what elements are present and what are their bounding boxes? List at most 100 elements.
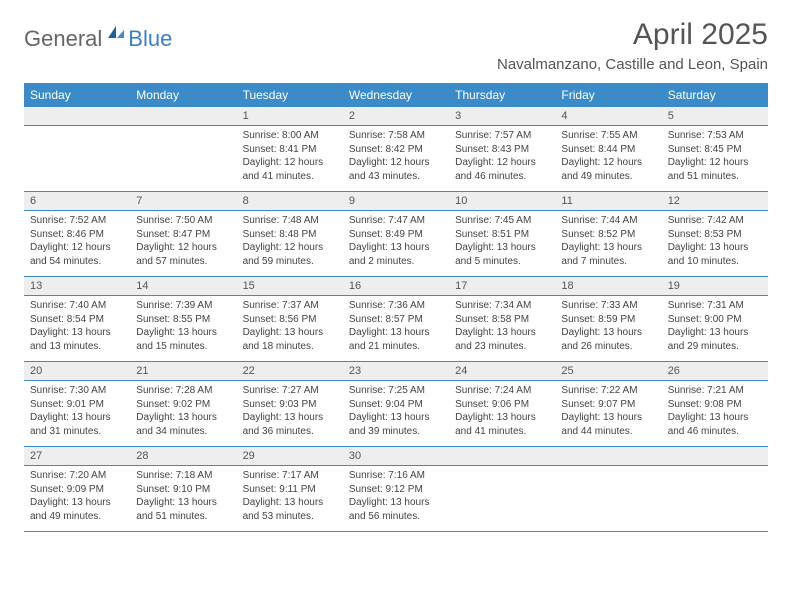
daylight-text: and 29 minutes. bbox=[668, 340, 762, 354]
sunrise-text: Sunrise: 7:17 AM bbox=[243, 469, 337, 483]
day-cell: Sunrise: 7:30 AMSunset: 9:01 PMDaylight:… bbox=[24, 381, 130, 447]
daylight-text: Daylight: 13 hours bbox=[136, 496, 230, 510]
sunrise-text: Sunrise: 7:21 AM bbox=[668, 384, 762, 398]
day-content: Sunrise: 7:27 AMSunset: 9:03 PMDaylight:… bbox=[237, 381, 343, 446]
day-cell: Sunrise: 7:27 AMSunset: 9:03 PMDaylight:… bbox=[237, 381, 343, 447]
sunset-text: Sunset: 9:10 PM bbox=[136, 483, 230, 497]
daylight-text: Daylight: 12 hours bbox=[243, 241, 337, 255]
day-cell: Sunrise: 7:20 AMSunset: 9:09 PMDaylight:… bbox=[24, 466, 130, 532]
sunrise-text: Sunrise: 7:27 AM bbox=[243, 384, 337, 398]
day-number-cell: 20 bbox=[24, 362, 130, 381]
day-number bbox=[662, 447, 768, 465]
day-number: 1 bbox=[237, 107, 343, 125]
weekday-header: Wednesday bbox=[343, 83, 449, 107]
day-content bbox=[449, 466, 555, 522]
day-cell: Sunrise: 7:37 AMSunset: 8:56 PMDaylight:… bbox=[237, 296, 343, 362]
sunrise-text: Sunrise: 7:44 AM bbox=[561, 214, 655, 228]
daylight-text: and 53 minutes. bbox=[243, 510, 337, 524]
day-content: Sunrise: 7:28 AMSunset: 9:02 PMDaylight:… bbox=[130, 381, 236, 446]
day-content: Sunrise: 7:37 AMSunset: 8:56 PMDaylight:… bbox=[237, 296, 343, 361]
month-title: April 2025 bbox=[497, 18, 768, 52]
day-cell: Sunrise: 7:47 AMSunset: 8:49 PMDaylight:… bbox=[343, 211, 449, 277]
day-number-cell: 12 bbox=[662, 192, 768, 211]
day-cell bbox=[449, 466, 555, 532]
weekday-header-row: Sunday Monday Tuesday Wednesday Thursday… bbox=[24, 83, 768, 107]
daylight-text: and 46 minutes. bbox=[455, 170, 549, 184]
daylight-text: Daylight: 13 hours bbox=[30, 496, 124, 510]
sunset-text: Sunset: 9:01 PM bbox=[30, 398, 124, 412]
day-content-row: Sunrise: 7:20 AMSunset: 9:09 PMDaylight:… bbox=[24, 466, 768, 532]
sunrise-text: Sunrise: 8:00 AM bbox=[243, 129, 337, 143]
day-content-row: Sunrise: 8:00 AMSunset: 8:41 PMDaylight:… bbox=[24, 126, 768, 192]
daylight-text: Daylight: 13 hours bbox=[243, 496, 337, 510]
day-content: Sunrise: 7:22 AMSunset: 9:07 PMDaylight:… bbox=[555, 381, 661, 446]
sunset-text: Sunset: 8:46 PM bbox=[30, 228, 124, 242]
sunset-text: Sunset: 8:43 PM bbox=[455, 143, 549, 157]
daylight-text: and 49 minutes. bbox=[561, 170, 655, 184]
daylight-text: and 41 minutes. bbox=[455, 425, 549, 439]
sunset-text: Sunset: 9:00 PM bbox=[668, 313, 762, 327]
day-content: Sunrise: 7:24 AMSunset: 9:06 PMDaylight:… bbox=[449, 381, 555, 446]
day-number-row: 27282930 bbox=[24, 447, 768, 466]
day-number-cell: 2 bbox=[343, 107, 449, 126]
day-number-cell: 5 bbox=[662, 107, 768, 126]
day-content bbox=[662, 466, 768, 522]
day-cell: Sunrise: 7:58 AMSunset: 8:42 PMDaylight:… bbox=[343, 126, 449, 192]
daylight-text: Daylight: 13 hours bbox=[30, 326, 124, 340]
sunset-text: Sunset: 9:06 PM bbox=[455, 398, 549, 412]
daylight-text: Daylight: 13 hours bbox=[668, 326, 762, 340]
day-number: 28 bbox=[130, 447, 236, 465]
sunrise-text: Sunrise: 7:24 AM bbox=[455, 384, 549, 398]
daylight-text: Daylight: 13 hours bbox=[561, 241, 655, 255]
day-cell: Sunrise: 7:31 AMSunset: 9:00 PMDaylight:… bbox=[662, 296, 768, 362]
sunset-text: Sunset: 9:02 PM bbox=[136, 398, 230, 412]
sunset-text: Sunset: 9:04 PM bbox=[349, 398, 443, 412]
day-number: 3 bbox=[449, 107, 555, 125]
header: General Blue April 2025 Navalmanzano, Ca… bbox=[24, 18, 768, 73]
sunset-text: Sunset: 9:11 PM bbox=[243, 483, 337, 497]
day-number-row: 13141516171819 bbox=[24, 277, 768, 296]
weekday-header: Tuesday bbox=[237, 83, 343, 107]
sunrise-text: Sunrise: 7:20 AM bbox=[30, 469, 124, 483]
day-cell: Sunrise: 7:55 AMSunset: 8:44 PMDaylight:… bbox=[555, 126, 661, 192]
weekday-header: Saturday bbox=[662, 83, 768, 107]
sunrise-text: Sunrise: 7:30 AM bbox=[30, 384, 124, 398]
day-number-row: 12345 bbox=[24, 107, 768, 126]
day-number: 27 bbox=[24, 447, 130, 465]
day-content: Sunrise: 7:30 AMSunset: 9:01 PMDaylight:… bbox=[24, 381, 130, 446]
day-cell: Sunrise: 7:34 AMSunset: 8:58 PMDaylight:… bbox=[449, 296, 555, 362]
daylight-text: Daylight: 13 hours bbox=[349, 326, 443, 340]
day-number: 17 bbox=[449, 277, 555, 295]
day-number bbox=[24, 107, 130, 125]
day-content: Sunrise: 7:53 AMSunset: 8:45 PMDaylight:… bbox=[662, 126, 768, 191]
day-number-cell bbox=[555, 447, 661, 466]
day-content: Sunrise: 7:39 AMSunset: 8:55 PMDaylight:… bbox=[130, 296, 236, 361]
daylight-text: Daylight: 13 hours bbox=[668, 411, 762, 425]
sunset-text: Sunset: 9:03 PM bbox=[243, 398, 337, 412]
day-number-cell: 15 bbox=[237, 277, 343, 296]
day-cell: Sunrise: 7:40 AMSunset: 8:54 PMDaylight:… bbox=[24, 296, 130, 362]
day-number: 6 bbox=[24, 192, 130, 210]
day-content bbox=[555, 466, 661, 522]
day-number-row: 6789101112 bbox=[24, 192, 768, 211]
day-number-row: 20212223242526 bbox=[24, 362, 768, 381]
logo: General Blue bbox=[24, 24, 172, 53]
daylight-text: and 46 minutes. bbox=[668, 425, 762, 439]
day-number-cell: 30 bbox=[343, 447, 449, 466]
day-content: Sunrise: 7:34 AMSunset: 8:58 PMDaylight:… bbox=[449, 296, 555, 361]
daylight-text: and 21 minutes. bbox=[349, 340, 443, 354]
day-number: 20 bbox=[24, 362, 130, 380]
day-number-cell: 24 bbox=[449, 362, 555, 381]
daylight-text: and 10 minutes. bbox=[668, 255, 762, 269]
day-cell: Sunrise: 7:25 AMSunset: 9:04 PMDaylight:… bbox=[343, 381, 449, 447]
day-cell: Sunrise: 7:28 AMSunset: 9:02 PMDaylight:… bbox=[130, 381, 236, 447]
day-number-cell bbox=[130, 107, 236, 126]
day-number: 11 bbox=[555, 192, 661, 210]
sunrise-text: Sunrise: 7:36 AM bbox=[349, 299, 443, 313]
day-number: 25 bbox=[555, 362, 661, 380]
day-cell: Sunrise: 7:53 AMSunset: 8:45 PMDaylight:… bbox=[662, 126, 768, 192]
sunrise-text: Sunrise: 7:34 AM bbox=[455, 299, 549, 313]
day-number-cell: 26 bbox=[662, 362, 768, 381]
day-number: 26 bbox=[662, 362, 768, 380]
sunset-text: Sunset: 8:44 PM bbox=[561, 143, 655, 157]
